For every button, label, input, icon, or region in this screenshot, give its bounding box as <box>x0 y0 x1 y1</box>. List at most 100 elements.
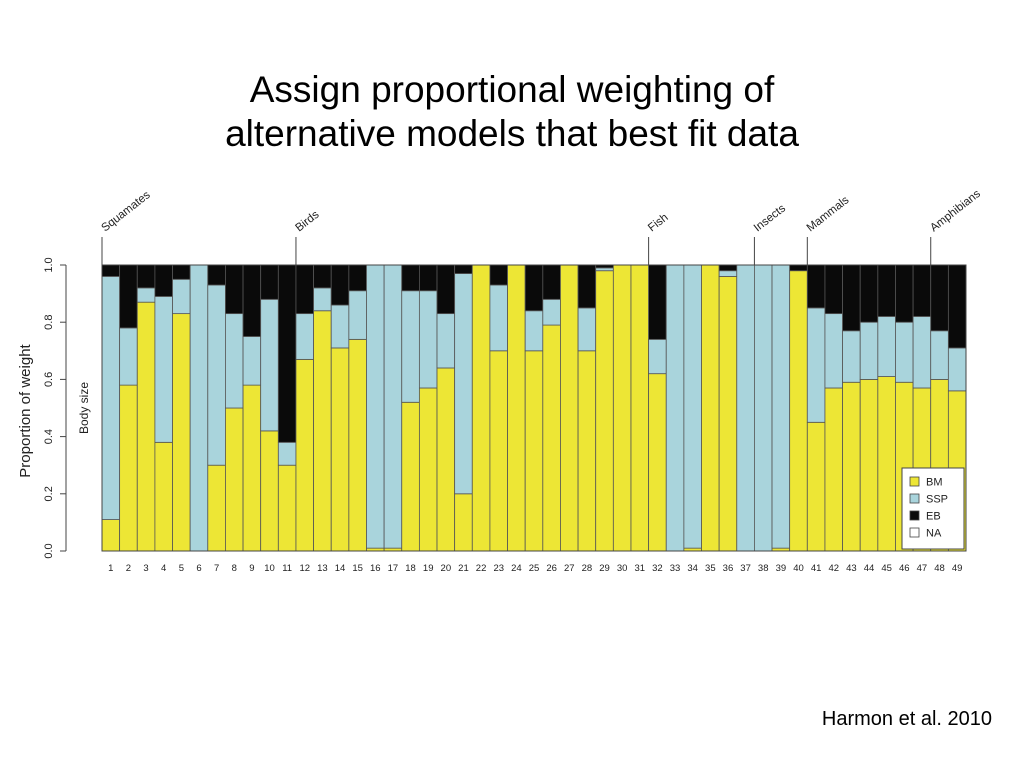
bar-segment-eb <box>912 264 932 317</box>
bar-segment-ssp <box>895 321 914 383</box>
bar-segment-bm <box>507 264 526 552</box>
bar-segment-ssp <box>648 338 667 375</box>
x-tick-label: 3 <box>143 563 148 574</box>
x-tick-label: 12 <box>299 563 310 574</box>
x-tick-label: 8 <box>232 563 237 574</box>
x-tick-label: 48 <box>934 563 945 574</box>
bar-segment-bm <box>418 387 438 552</box>
x-tick-label: 40 <box>793 563 804 574</box>
legend-swatch-ssp <box>909 493 920 504</box>
bar-segment-bm <box>701 264 720 552</box>
x-tick-label: 22 <box>476 563 487 574</box>
bar-segment-ssp <box>260 298 279 432</box>
bar-segment-ssp <box>454 273 473 495</box>
bar-segment-bm <box>789 270 808 552</box>
bar-segment-eb <box>119 264 138 329</box>
bar-segment-eb <box>842 264 861 332</box>
bar-segment-ssp <box>524 310 544 352</box>
legend-label-ssp: SSP <box>926 494 948 506</box>
bar-segment-bm <box>348 338 367 552</box>
x-tick-label: 34 <box>687 563 698 574</box>
bar-segment-bm <box>225 407 244 552</box>
bar-segment-eb <box>348 264 367 292</box>
bar-segment-eb <box>136 264 156 289</box>
x-tick-label: 19 <box>423 563 434 574</box>
bar-segment-bm <box>436 367 456 552</box>
y-tick-label: 1.0 <box>43 257 55 272</box>
bar-segment-ssp <box>754 264 773 552</box>
x-tick-label: 27 <box>564 563 575 574</box>
x-tick-label: 10 <box>264 563 275 574</box>
x-tick-label: 37 <box>740 563 751 574</box>
bar-segment-eb <box>418 264 438 292</box>
bar-segment-bm <box>207 464 226 552</box>
bar-segment-ssp <box>542 298 561 326</box>
x-tick-label: 49 <box>952 563 963 574</box>
x-tick-label: 33 <box>670 563 681 574</box>
y-tick-label: 0.6 <box>43 372 55 387</box>
bar-segment-ssp <box>207 284 226 466</box>
x-tick-label: 9 <box>249 563 254 574</box>
bar-segment-bm <box>560 264 579 552</box>
bar-segment-ssp <box>348 290 367 340</box>
bar-segment-ssp <box>806 307 826 423</box>
bar-segment-ssp <box>859 321 879 380</box>
bar-segment-eb <box>524 264 544 312</box>
bar-segment-bm <box>859 378 879 552</box>
bar-segment-ssp <box>930 330 949 380</box>
bar-segment-ssp <box>595 267 614 272</box>
bar-segment-bm <box>101 519 121 552</box>
bar-segment-eb <box>542 264 561 300</box>
bar-segment-eb <box>648 264 667 340</box>
bar-segment-eb <box>806 264 826 309</box>
x-tick-label: 31 <box>635 563 646 574</box>
x-tick-label: 32 <box>652 563 663 574</box>
bar-segment-eb <box>295 264 314 315</box>
x-tick-label: 7 <box>214 563 219 574</box>
bar-segment-bm <box>454 493 473 552</box>
bar-segment-eb <box>436 264 456 315</box>
bar-segment-bm <box>718 276 738 552</box>
bar-segment-ssp <box>366 264 385 549</box>
legend-swatch-bm <box>909 476 920 487</box>
y-tick-label: 0.4 <box>43 429 55 444</box>
y-axis-label: Proportion of weight <box>17 343 34 477</box>
bar-segment-eb <box>330 264 350 306</box>
group-label-fish: Fish <box>646 212 671 235</box>
slide-title-line-1: Assign proportional weighting of <box>249 69 775 110</box>
slide-title-line-2: alternative models that best fit data <box>225 113 799 154</box>
bar-segment-eb <box>489 264 508 286</box>
x-tick-label: 42 <box>828 563 839 574</box>
bar-segment-ssp <box>225 313 244 409</box>
legend-swatch-na <box>909 527 920 538</box>
bar-segment-ssp <box>718 270 738 277</box>
legend-label-eb: EB <box>926 511 941 523</box>
bar-segment-bm <box>119 384 138 552</box>
x-tick-label: 17 <box>388 563 399 574</box>
bar-segment-ssp <box>683 264 702 549</box>
x-tick-label: 38 <box>758 563 769 574</box>
bar-segment-ssp <box>771 264 791 549</box>
y-tick-label: 0.8 <box>43 315 55 330</box>
bar-segment-eb <box>207 264 226 286</box>
bar-segment-eb <box>260 264 279 300</box>
x-tick-label: 13 <box>317 563 328 574</box>
bar-segment-eb <box>277 264 297 443</box>
slide-title: Assign proportional weighting of alterna… <box>0 68 1024 156</box>
bar-segment-ssp <box>401 290 420 403</box>
bar-segment-ssp <box>665 264 685 552</box>
bar-segment-eb <box>930 264 949 332</box>
x-tick-label: 15 <box>352 563 363 574</box>
bar-segment-bm <box>806 421 826 552</box>
bar-segment-eb <box>154 264 173 297</box>
x-tick-label: 14 <box>335 563 346 574</box>
x-tick-label: 44 <box>864 563 875 574</box>
legend-swatch-eb <box>909 510 920 521</box>
bar-segment-ssp <box>101 276 121 520</box>
bar-segment-ssp <box>418 290 438 389</box>
bar-segment-eb <box>101 264 121 277</box>
x-tick-label: 5 <box>179 563 184 574</box>
y-tick-label: 0.0 <box>43 543 55 558</box>
x-tick-label: 23 <box>493 563 504 574</box>
bar-segment-ssp <box>313 287 332 312</box>
